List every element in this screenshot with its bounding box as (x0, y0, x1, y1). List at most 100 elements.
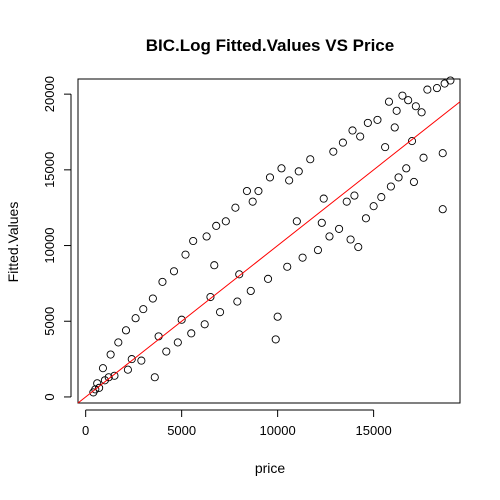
chart-title: BIC.Log Fitted.Values VS Price (146, 36, 394, 55)
data-point (402, 164, 411, 173)
data-point (419, 153, 428, 162)
data-point (438, 149, 447, 158)
data-point (200, 320, 209, 329)
data-point (394, 173, 403, 182)
data-point (285, 176, 294, 185)
data-points (89, 76, 455, 397)
data-point (212, 221, 221, 230)
data-point (215, 308, 225, 317)
data-point (381, 143, 390, 152)
data-point (127, 355, 136, 364)
data-point (173, 338, 182, 347)
data-point (283, 262, 292, 271)
y-tick-label: 15000 (42, 152, 57, 188)
data-point (181, 250, 190, 259)
y-axis-label: Fitted.Values (5, 202, 21, 283)
data-point (248, 197, 257, 206)
data-point (277, 164, 286, 173)
data-point (265, 173, 275, 182)
data-point (114, 338, 123, 347)
data-point (242, 186, 251, 196)
y-tick-label: 10000 (42, 227, 57, 263)
data-point (271, 335, 280, 344)
data-point (335, 224, 344, 233)
data-point (273, 312, 282, 321)
data-point (404, 96, 413, 105)
data-point (210, 261, 219, 270)
data-point (329, 147, 338, 156)
data-point (187, 329, 196, 338)
data-point (377, 193, 386, 202)
data-point (392, 106, 401, 115)
data-point (254, 186, 263, 196)
data-point (354, 243, 363, 252)
data-point (202, 232, 211, 241)
data-point (177, 315, 186, 324)
data-point (169, 267, 179, 276)
data-point (189, 236, 198, 246)
data-point (384, 97, 394, 106)
data-point (137, 356, 146, 365)
data-point (246, 286, 255, 296)
y-axis: 0 5000 10000 15000 20000 (42, 76, 72, 401)
y-tick-label: 5000 (42, 307, 57, 336)
data-point (398, 91, 407, 100)
x-axis-label: price (255, 460, 286, 476)
data-point (231, 203, 240, 212)
data-point (292, 217, 301, 226)
data-point (325, 232, 334, 241)
data-point (369, 202, 378, 211)
x-tick-label: 15000 (356, 423, 392, 438)
data-point (89, 388, 98, 397)
data-point (407, 137, 417, 146)
data-point (361, 214, 370, 223)
data-point (221, 217, 230, 226)
data-point (233, 297, 242, 306)
data-point (121, 326, 131, 335)
data-point (390, 123, 399, 132)
data-point (317, 218, 326, 227)
x-tick-label: 10000 (260, 423, 296, 438)
data-point (235, 270, 244, 279)
data-point (139, 305, 148, 314)
data-point (417, 108, 426, 117)
data-point (446, 76, 455, 85)
data-point (346, 235, 355, 244)
data-point (409, 177, 418, 186)
plot-frame (77, 78, 461, 404)
x-tick-label: 5000 (167, 423, 196, 438)
data-point (342, 197, 351, 206)
data-point (350, 191, 359, 200)
x-tick-label: 0 (82, 423, 89, 438)
y-tick-label: 20000 (42, 76, 57, 112)
data-point (356, 132, 365, 141)
data-point (411, 102, 420, 111)
data-point (110, 371, 119, 380)
data-point (386, 182, 395, 191)
data-point (131, 314, 140, 323)
data-point (104, 373, 113, 382)
data-point (148, 294, 157, 303)
data-point (106, 350, 115, 359)
data-point (438, 205, 447, 214)
y-tick-label: 0 (42, 393, 57, 400)
data-point (298, 253, 307, 262)
data-point (338, 138, 347, 147)
reference-line (77, 101, 461, 404)
data-point (123, 365, 132, 374)
data-point (294, 167, 303, 176)
data-point (150, 373, 159, 382)
data-point (93, 379, 102, 388)
data-point (263, 274, 273, 283)
data-point (206, 292, 215, 302)
data-point (313, 246, 323, 255)
data-point (158, 277, 167, 286)
data-point (432, 84, 442, 93)
data-point (348, 126, 357, 135)
data-point (95, 383, 104, 392)
data-point (98, 364, 107, 373)
x-axis: 0 5000 10000 15000 (82, 409, 392, 438)
data-point (306, 155, 315, 164)
data-point (363, 118, 372, 127)
